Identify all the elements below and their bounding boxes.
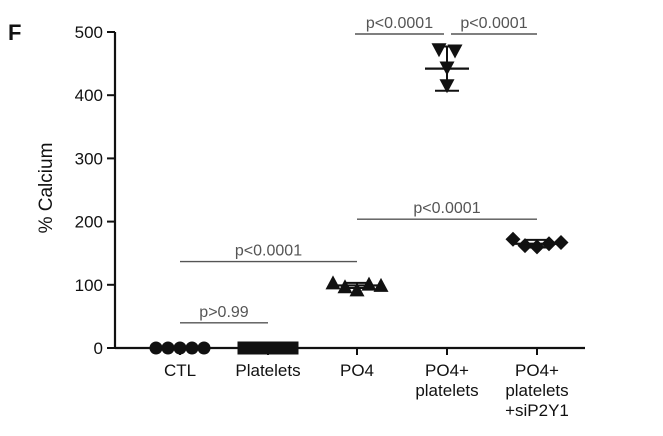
axes: 0 100 200 300 400 500 [75, 23, 585, 358]
y-tick-label: 200 [75, 213, 103, 232]
x-tick-label: PO4+ [425, 361, 469, 380]
p-value-label: p<0.0001 [366, 15, 433, 32]
data-point-square [261, 341, 275, 355]
comparison-brackets: p>0.99 p<0.0001 p<0.0001 p<0.0001 p<0.0001 [180, 15, 537, 324]
x-tick-label: +siP2Y1 [505, 401, 569, 420]
data-point-triangle-up [349, 282, 365, 297]
data-point-diamond [517, 238, 533, 254]
data-point-square [249, 341, 263, 355]
y-axis-label: % Calcium [36, 143, 57, 234]
y-tick-label: 400 [75, 86, 103, 105]
p-value-label: p<0.0001 [413, 200, 480, 217]
data-point-circle [173, 341, 187, 355]
y-tick-label: 0 [94, 339, 103, 358]
x-tick-labels: CTL Platelets PO4 PO4+plateletsPO4+platelet… [164, 361, 569, 420]
data-point-triangle-up [373, 277, 389, 292]
data-point-circle [149, 341, 163, 355]
data-point-square [273, 341, 287, 355]
y-tick-label: 300 [75, 149, 103, 168]
data-point-circle [185, 341, 199, 355]
data-point-diamond [553, 234, 569, 250]
p-value-label: p<0.0001 [460, 15, 527, 32]
data-point-square [285, 341, 299, 355]
y-tick-label: 500 [75, 23, 103, 42]
p-value-label: p<0.0001 [235, 243, 302, 260]
data-point-circle [197, 341, 211, 355]
data-point-triangle-down [431, 43, 447, 58]
x-tick-label: platelets [415, 381, 478, 400]
y-tick-label: 100 [75, 276, 103, 295]
x-tick-label: Platelets [235, 361, 300, 380]
x-tick-label: CTL [164, 361, 196, 380]
x-tick-label: PO4 [340, 361, 374, 380]
data-point-triangle-up [325, 275, 341, 290]
p-value-label: p>0.99 [199, 304, 248, 321]
data-points [149, 43, 569, 355]
x-tick-label: platelets [505, 381, 568, 400]
data-point-square [237, 341, 251, 355]
x-tick-label: PO4+ [515, 361, 559, 380]
data-point-circle [161, 341, 175, 355]
data-point-triangle-down [447, 44, 463, 59]
panel-label: F [8, 20, 21, 45]
